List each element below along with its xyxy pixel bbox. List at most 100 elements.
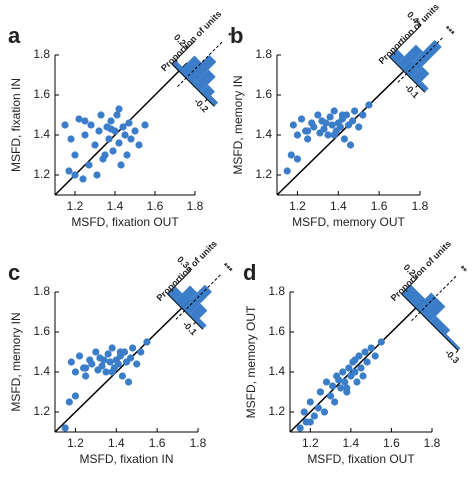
point: [99, 155, 107, 163]
y-axis-label: MSFD, memory OUT: [244, 305, 258, 418]
point: [108, 344, 116, 352]
point: [351, 107, 359, 115]
point: [337, 384, 345, 392]
x-tick-label: 1.6: [383, 436, 400, 450]
point: [61, 121, 69, 129]
inset-x-tick: [193, 321, 197, 325]
hist-bar: [403, 39, 442, 79]
point: [367, 344, 375, 352]
x-tick-label: 1.6: [149, 436, 166, 450]
point: [79, 175, 87, 183]
y-tick-label: 1.6: [255, 87, 272, 101]
point: [316, 388, 325, 396]
point: [326, 113, 334, 121]
point: [346, 141, 355, 149]
hist-bar: [171, 60, 183, 72]
point: [61, 424, 69, 432]
mean-line: [177, 41, 224, 88]
point: [293, 131, 302, 139]
point: [123, 151, 131, 159]
point: [82, 372, 90, 380]
identity-line: [276, 62, 413, 196]
point: [289, 121, 297, 129]
point: [133, 360, 141, 368]
point: [71, 392, 80, 400]
point: [326, 392, 335, 400]
y-tick-label: 1.8: [255, 47, 272, 61]
point: [106, 358, 114, 366]
y-tick-label: 1.2: [268, 404, 285, 418]
point: [119, 123, 127, 131]
x-tick-label: 1.6: [147, 199, 164, 213]
x-axis-label: MSFD, fixation OUT: [307, 452, 415, 466]
hist-bar: [401, 284, 426, 309]
point: [92, 348, 100, 356]
point: [338, 111, 346, 119]
x-tick-label: 1.4: [108, 436, 125, 450]
point: [371, 352, 379, 360]
point: [351, 368, 359, 376]
mean-line: [397, 36, 444, 83]
point: [81, 117, 89, 125]
point: [341, 378, 349, 386]
point: [322, 119, 330, 127]
x-tick-label: 1.4: [107, 199, 124, 213]
point: [108, 368, 116, 376]
point: [114, 360, 122, 368]
point: [97, 111, 105, 119]
point: [320, 125, 328, 133]
x-tick-label: 1.4: [330, 199, 347, 213]
point: [107, 117, 115, 125]
point: [67, 358, 75, 366]
point: [296, 424, 304, 432]
point: [67, 135, 75, 143]
point: [98, 362, 106, 370]
point: [306, 418, 314, 426]
point: [109, 147, 117, 155]
y-tick-label: 1.4: [33, 127, 50, 141]
x-tick-label: 1.8: [412, 199, 429, 213]
point: [287, 151, 295, 159]
point: [107, 125, 115, 133]
point: [359, 372, 367, 380]
inset-axis: [171, 40, 196, 65]
hist-bar: [181, 284, 212, 316]
point: [353, 378, 361, 386]
point: [297, 115, 306, 123]
hist-bar: [417, 81, 429, 93]
point: [320, 408, 329, 416]
point: [118, 372, 127, 380]
y-tick-label: 1.6: [268, 324, 285, 338]
point: [331, 398, 339, 406]
point: [116, 348, 124, 356]
point: [377, 338, 385, 346]
point: [141, 121, 149, 129]
point: [343, 384, 351, 392]
hist-bar: [429, 316, 451, 337]
point: [75, 115, 83, 123]
inset-y-tick: [414, 275, 418, 279]
inset-x-tick: [415, 84, 419, 88]
point: [143, 338, 151, 346]
x-axis-label: MSFD, fixation OUT: [71, 215, 179, 229]
significance: **: [457, 263, 469, 275]
point: [104, 350, 112, 358]
point: [127, 135, 135, 143]
x-tick-label: 1.2: [302, 436, 319, 450]
panel-letter: c: [8, 260, 20, 285]
inset-axis: [389, 56, 426, 93]
x-tick-label: 1.2: [67, 199, 84, 213]
hist-bar: [185, 54, 217, 86]
point: [137, 348, 145, 356]
point: [124, 378, 133, 386]
y-tick-label: 1.4: [268, 364, 285, 378]
inset-axis: [167, 293, 204, 330]
y-tick-label: 1.2: [33, 404, 50, 418]
hist-bar: [195, 318, 207, 330]
point: [361, 348, 369, 356]
point: [121, 131, 129, 139]
point: [87, 121, 95, 129]
y-tick-label: 1.4: [33, 364, 50, 378]
point: [135, 141, 143, 149]
